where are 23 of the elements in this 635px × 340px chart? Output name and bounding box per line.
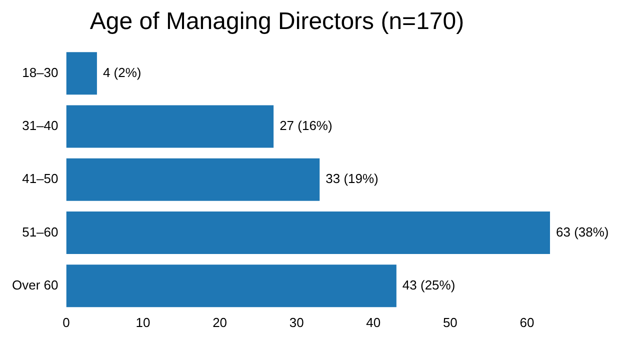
y-tick-label: 41–50 <box>22 171 58 186</box>
y-tick-label: 51–60 <box>22 224 58 240</box>
data-label: 33 (19%) <box>326 171 378 186</box>
bar <box>66 105 274 148</box>
data-label: 63 (38%) <box>556 224 609 240</box>
bar <box>66 52 97 95</box>
bar <box>66 211 550 254</box>
y-tick-label: 18–30 <box>22 64 58 80</box>
bar <box>66 158 320 201</box>
x-tick-label: 0 <box>62 314 70 330</box>
data-label: 4 (2%) <box>102 64 142 80</box>
x-tick-label: 20 <box>212 314 228 330</box>
y-tick-label: Over 60 <box>12 277 58 292</box>
x-tick-label: 30 <box>289 314 304 330</box>
y-tick-label: 31–40 <box>22 118 58 134</box>
bar <box>66 264 396 308</box>
x-tick-label: 50 <box>442 314 458 330</box>
data-label: 43 (25%) <box>402 277 456 292</box>
x-tick-label: 40 <box>366 314 381 330</box>
data-label: 27 (16%) <box>280 118 332 134</box>
chart-title: Age of Managing Directors (n=170) <box>90 8 464 36</box>
x-tick-label: 60 <box>520 314 534 330</box>
x-tick-label: 10 <box>136 314 150 330</box>
